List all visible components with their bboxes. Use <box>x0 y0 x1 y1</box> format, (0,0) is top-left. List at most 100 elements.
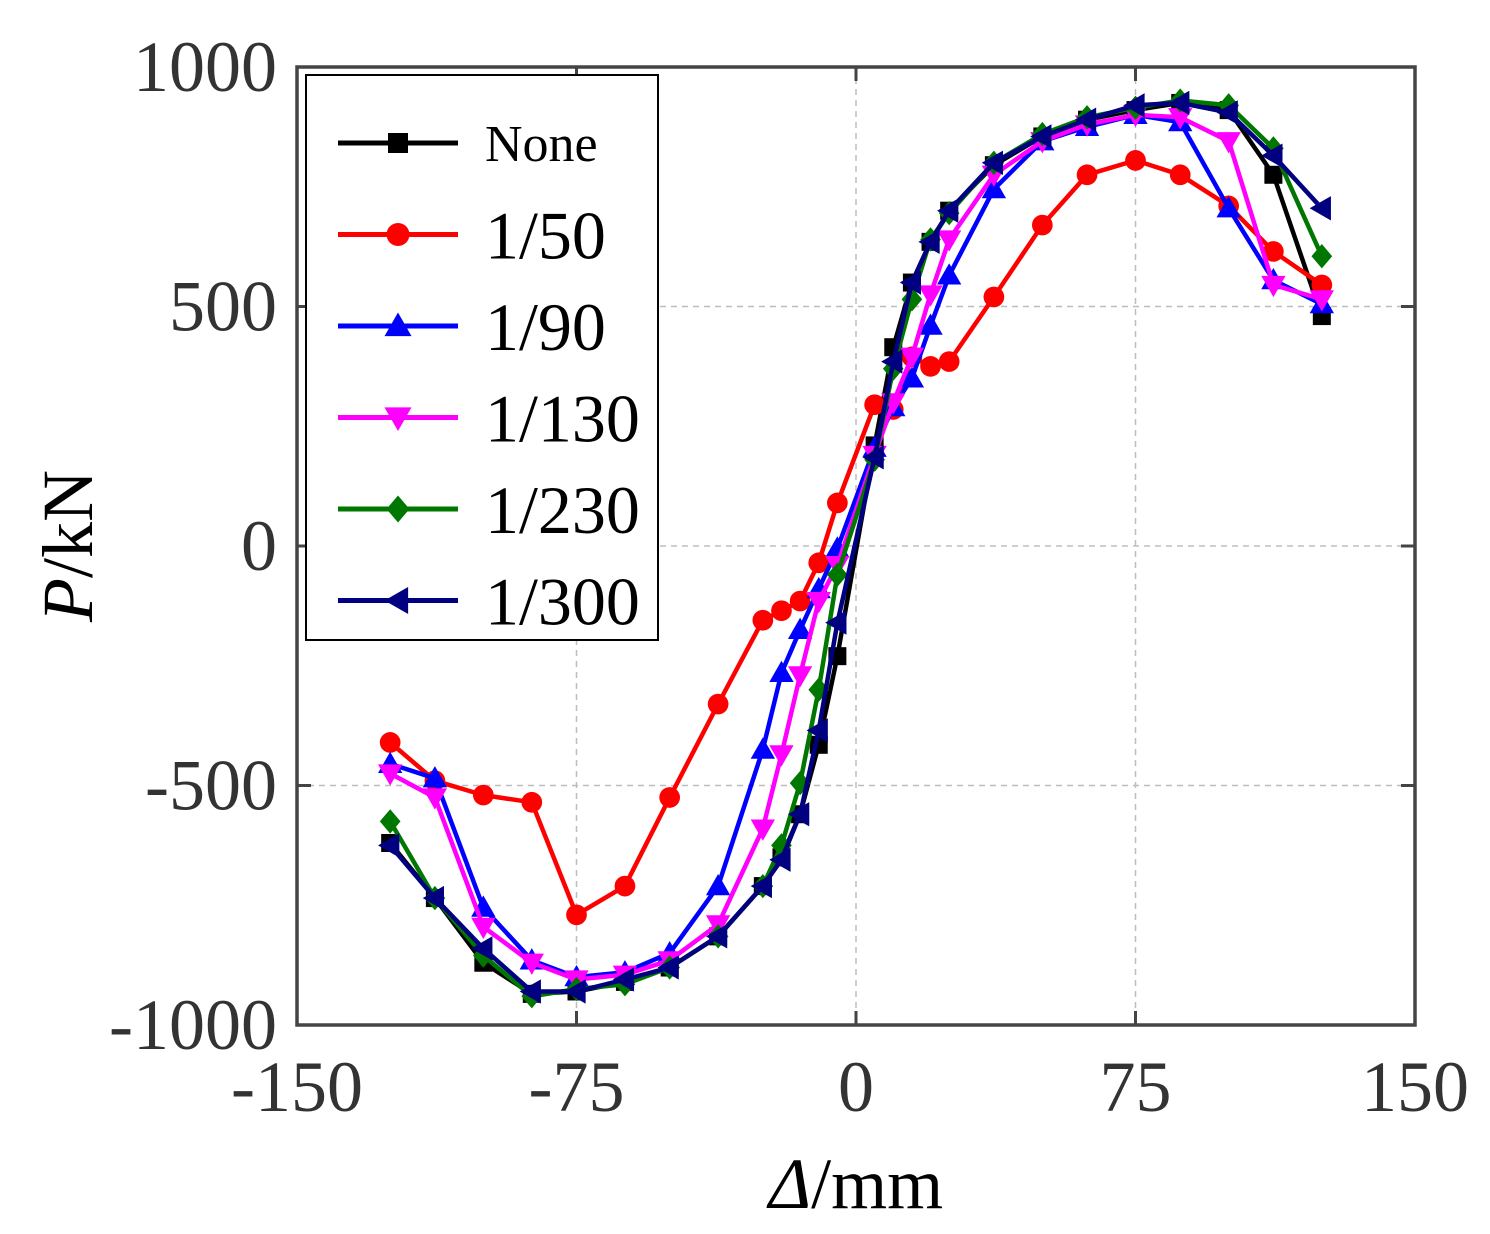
data-point <box>705 924 728 949</box>
data-point <box>750 737 775 759</box>
data-point <box>937 263 962 285</box>
legend-entry: 1/130 <box>338 381 640 457</box>
data-point <box>1169 164 1191 186</box>
data-point <box>1261 143 1283 168</box>
data-point <box>918 313 943 335</box>
data-point <box>983 286 1005 308</box>
data-point <box>899 366 925 388</box>
y-tick-label: 0 <box>241 506 277 586</box>
data-point <box>808 552 830 574</box>
data-point <box>769 847 791 872</box>
x-axis-title: Δ/mm <box>766 1144 943 1224</box>
y-axis-title: P/kN <box>28 470 108 623</box>
legend: None 1/50 1/90 1/130 1/230 1/300 <box>305 74 659 641</box>
data-point <box>1074 107 1097 132</box>
data-point <box>519 953 544 975</box>
data-point <box>1125 150 1146 171</box>
data-point <box>471 917 496 939</box>
data-point <box>1311 274 1333 296</box>
data-point <box>564 979 586 1004</box>
legend-entry: 1/50 <box>338 198 606 274</box>
ticks <box>295 65 1417 1027</box>
data-point <box>899 270 922 295</box>
y-tick-label: 500 <box>169 267 277 347</box>
series-layer <box>378 88 1334 1009</box>
x-tick-label: -75 <box>529 1047 625 1127</box>
data-point <box>825 610 847 635</box>
legend-label: 1/50 <box>485 198 606 274</box>
legend-label: 1/130 <box>485 381 640 457</box>
legend-marker <box>388 133 408 153</box>
data-point <box>920 356 941 377</box>
data-point <box>806 718 828 743</box>
legend-entry: 1/300 <box>338 564 640 640</box>
data-point <box>787 666 813 688</box>
data-point <box>827 562 848 587</box>
data-point <box>566 904 587 926</box>
data-point <box>705 873 731 896</box>
legend-label: None <box>485 116 598 173</box>
legend-marker <box>384 312 412 337</box>
data-point <box>771 600 792 622</box>
data-point <box>1216 100 1238 125</box>
legend-entry: 1/230 <box>338 472 640 548</box>
data-point <box>1309 290 1334 312</box>
data-point <box>471 936 493 961</box>
data-point <box>1031 214 1053 236</box>
data-point <box>612 967 635 992</box>
data-point <box>827 492 848 514</box>
data-point <box>614 875 636 897</box>
data-point <box>769 745 794 767</box>
data-point <box>864 394 885 416</box>
data-point <box>1123 93 1145 118</box>
data-point <box>422 885 444 911</box>
data-point <box>659 787 681 808</box>
y-tick-label: -1000 <box>109 985 277 1065</box>
data-point <box>1264 165 1283 184</box>
data-point <box>1216 196 1241 218</box>
data-point <box>789 590 811 612</box>
data-point <box>1076 164 1098 186</box>
legend-label: 1/300 <box>485 564 640 640</box>
data-point <box>707 693 729 715</box>
data-point <box>899 347 925 369</box>
data-point <box>378 833 400 858</box>
data-point <box>379 732 401 753</box>
x-tick-label: 0 <box>838 1047 874 1127</box>
data-point <box>750 819 775 841</box>
data-point <box>1216 132 1241 154</box>
data-point <box>1263 136 1284 161</box>
legend-box <box>305 74 659 641</box>
legend-marker <box>386 223 410 246</box>
data-point <box>472 784 494 806</box>
tick-labels: -150 -75 0 75 150 -1000 -500 0 500 1000 <box>109 27 1469 1127</box>
data-point <box>937 198 959 223</box>
data-point <box>657 955 679 980</box>
legend-marker <box>384 587 409 614</box>
data-point <box>519 979 541 1004</box>
data-point <box>1311 244 1333 269</box>
y-tick-label: -500 <box>145 746 277 826</box>
y-tick-label: 1000 <box>133 27 277 107</box>
data-point <box>938 351 960 372</box>
legend-label: 1/230 <box>485 472 640 548</box>
data-point <box>521 791 543 813</box>
data-point <box>901 287 923 312</box>
data-point <box>1030 124 1052 149</box>
data-point <box>862 445 884 470</box>
data-point <box>918 229 940 254</box>
data-point <box>1263 241 1284 262</box>
data-point <box>937 230 962 252</box>
data-point <box>750 873 772 899</box>
data-point <box>378 764 403 786</box>
legend-label: 1/90 <box>485 289 606 365</box>
legend-entry: None <box>338 116 598 173</box>
data-point <box>1261 275 1286 298</box>
data-point <box>1309 196 1331 221</box>
legend-marker <box>386 495 410 523</box>
x-tick-label: 75 <box>1100 1047 1172 1127</box>
x-tick-label: -150 <box>231 1047 363 1127</box>
legend-marker <box>384 407 412 431</box>
